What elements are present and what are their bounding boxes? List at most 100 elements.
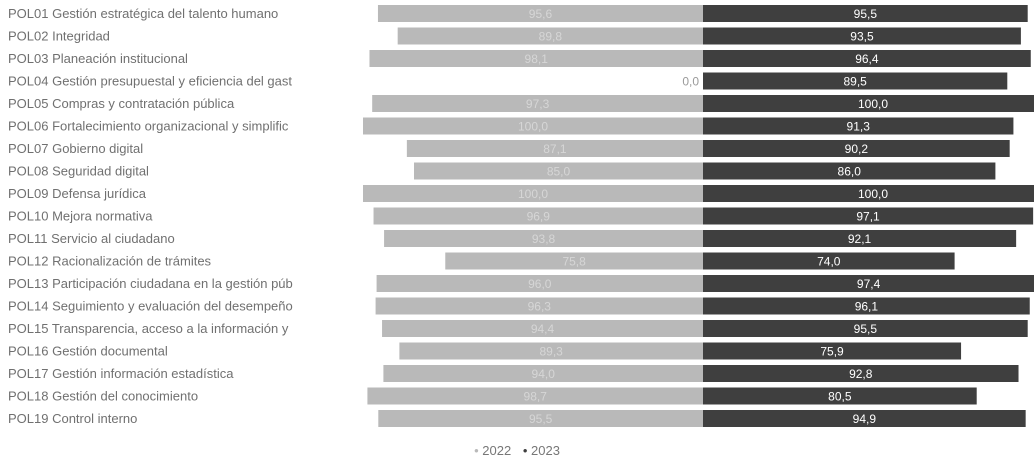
value-label-2022: 96,9 (527, 210, 551, 224)
value-label-2023: 94,9 (853, 412, 877, 426)
category-label: POL10 Mejora normativa (8, 209, 153, 224)
value-label-2022: 85,0 (547, 165, 571, 179)
value-label-2022: 93,8 (532, 232, 556, 246)
category-label: POL16 Gestión documental (8, 344, 168, 359)
category-label: POL02 Integridad (8, 29, 110, 44)
category-label: POL09 Defensa jurídica (8, 186, 147, 201)
bar-2023 (703, 162, 996, 180)
bar-2023 (703, 117, 1014, 135)
value-label-2022: 100,0 (518, 187, 548, 201)
bar-2023 (703, 27, 1021, 45)
legend-marker-2022: • (474, 443, 479, 458)
category-labels: POL01 Gestión estratégica del talento hu… (8, 6, 293, 426)
bar-2023 (703, 342, 962, 360)
category-label: POL08 Seguridad digital (8, 164, 149, 179)
bar-2022 (376, 275, 703, 292)
category-label: POL19 Control interno (8, 411, 137, 426)
category-label: POL11 Servicio al ciudadano (8, 231, 175, 246)
value-label-2022: 98,7 (524, 390, 548, 404)
value-label-2022: 89,3 (540, 345, 564, 359)
legend: • 2022 • 2023 (474, 443, 560, 458)
category-label: POL06 Fortalecimiento organizacional y s… (8, 119, 289, 134)
value-label-2022: 75,8 (562, 255, 586, 269)
bar-2022 (406, 140, 703, 157)
value-label-2023: 89,5 (843, 75, 867, 89)
value-label-2023: 100,0 (858, 97, 888, 111)
category-label: POL15 Transparencia, acceso a la informa… (8, 321, 289, 336)
bar-2023 (703, 185, 1034, 202)
bar-2022 (367, 387, 703, 405)
value-label-2023: 93,5 (850, 30, 874, 44)
category-label: POL13 Participación ciudadana en la gest… (8, 276, 293, 291)
value-label-2023: 92,1 (848, 232, 872, 246)
bar-2022 (383, 365, 703, 382)
category-label: POL07 Gobierno digital (8, 141, 143, 156)
bar-2022 (377, 5, 703, 22)
value-label-2023: 86,0 (838, 165, 862, 179)
bar-2022 (375, 297, 703, 315)
bar-2023 (703, 230, 1017, 247)
bar-2022 (397, 27, 703, 45)
value-label-2023: 90,2 (845, 142, 869, 156)
value-label-2022: 95,5 (529, 412, 553, 426)
value-label-2022: 94,4 (531, 322, 555, 336)
legend-marker-2023: • (523, 443, 528, 458)
bar-2023 (703, 207, 1034, 225)
bar-2022 (369, 50, 703, 67)
category-label: POL12 Racionalización de trámites (8, 254, 212, 269)
category-label: POL05 Compras y contratación pública (8, 96, 235, 111)
bar-2023 (703, 410, 1026, 427)
category-label: POL14 Seguimiento y evaluación del desem… (8, 299, 293, 314)
bar-2023 (703, 252, 955, 270)
value-label-2022: 0,0 (682, 75, 699, 89)
value-label-2023: 75,9 (820, 345, 844, 359)
series-2022-bars (363, 5, 703, 427)
category-label: POL17 Gestión información estadística (8, 366, 234, 381)
bar-2022 (414, 162, 703, 180)
value-label-2023: 96,1 (855, 300, 879, 314)
category-label: POL18 Gestión del conocimiento (8, 389, 198, 404)
value-label-2023: 100,0 (858, 187, 888, 201)
value-label-2022: 87,1 (543, 142, 567, 156)
category-label: POL03 Planeación institucional (8, 51, 188, 66)
value-label-2023: 97,4 (857, 277, 881, 291)
value-label-2023: 92,8 (849, 367, 873, 381)
bar-2022 (445, 252, 703, 270)
category-label: POL01 Gestión estratégica del talento hu… (8, 6, 278, 21)
bar-2022 (378, 410, 703, 427)
value-labels: 95,6 95,5 89,8 93,5 98,1 96,4 0,0 89,5 97,3 100,0… (518, 7, 888, 426)
legend-text: • 2022 • 2023 (474, 443, 560, 458)
bar-2022 (363, 117, 703, 135)
value-label-2022: 96,3 (528, 300, 552, 314)
value-label-2022: 95,6 (529, 7, 553, 21)
bar-2022 (372, 95, 703, 112)
value-label-2023: 74,0 (817, 255, 841, 269)
value-label-2023: 97,1 (856, 210, 880, 224)
value-label-2022: 96,0 (528, 277, 552, 291)
bar-2023 (703, 275, 1034, 292)
value-label-2022: 97,3 (526, 97, 550, 111)
bar-2023 (703, 140, 1010, 157)
bar-2023 (703, 50, 1031, 67)
value-label-2023: 95,5 (854, 7, 878, 21)
bar-2022 (399, 342, 703, 360)
value-label-2023: 96,4 (855, 52, 879, 66)
bar-2023 (703, 72, 1008, 90)
bar-2023 (703, 95, 1034, 112)
value-label-2023: 80,5 (828, 390, 852, 404)
bar-2023 (703, 320, 1028, 337)
legend-label-2022: 2022 (482, 443, 511, 458)
bar-2022 (363, 185, 703, 202)
category-label: POL04 Gestión presupuestal y eficiencia … (8, 74, 292, 89)
value-label-2022: 98,1 (525, 52, 549, 66)
bar-2023 (703, 297, 1030, 315)
value-label-2023: 91,3 (847, 120, 871, 134)
value-label-2022: 100,0 (518, 120, 548, 134)
value-label-2022: 94,0 (532, 367, 556, 381)
bar-2023 (703, 365, 1019, 382)
series-2023-bars (703, 5, 1034, 427)
bar-2023 (703, 5, 1028, 22)
bar-2022 (373, 207, 703, 225)
bar-2022 (384, 230, 703, 247)
